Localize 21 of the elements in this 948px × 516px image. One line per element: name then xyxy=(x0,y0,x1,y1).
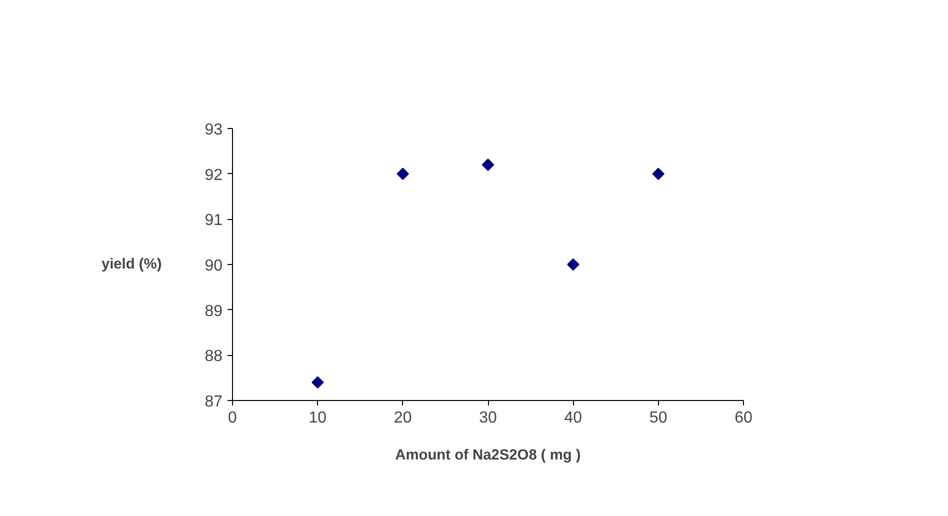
x-tick-label: 50 xyxy=(649,410,668,426)
x-tick-label: 10 xyxy=(308,410,327,426)
y-axis-title: yield (%) xyxy=(101,256,162,272)
y-tick-label: 89 xyxy=(204,302,223,320)
y-tick-label: 93 xyxy=(204,122,223,138)
x-tick-label: 20 xyxy=(394,410,412,426)
x-tick-label: 30 xyxy=(479,410,497,426)
y-tick-label: 87 xyxy=(204,394,223,410)
x-tick-label: 60 xyxy=(734,410,752,426)
y-tick-label: 91 xyxy=(204,212,223,230)
y-tick-label: 92 xyxy=(204,166,223,184)
point xyxy=(312,376,324,389)
point xyxy=(482,158,494,171)
x-axis-title: Amount of Na2S2O8 ( mg ) xyxy=(395,448,581,464)
point xyxy=(567,258,580,271)
y-tick-label: 88 xyxy=(204,348,223,366)
y-tick-label: 90 xyxy=(204,258,223,274)
point xyxy=(652,168,664,180)
x-tick-label: 0 xyxy=(228,410,238,426)
point xyxy=(396,168,409,180)
x-tick-label: 40 xyxy=(564,410,582,426)
